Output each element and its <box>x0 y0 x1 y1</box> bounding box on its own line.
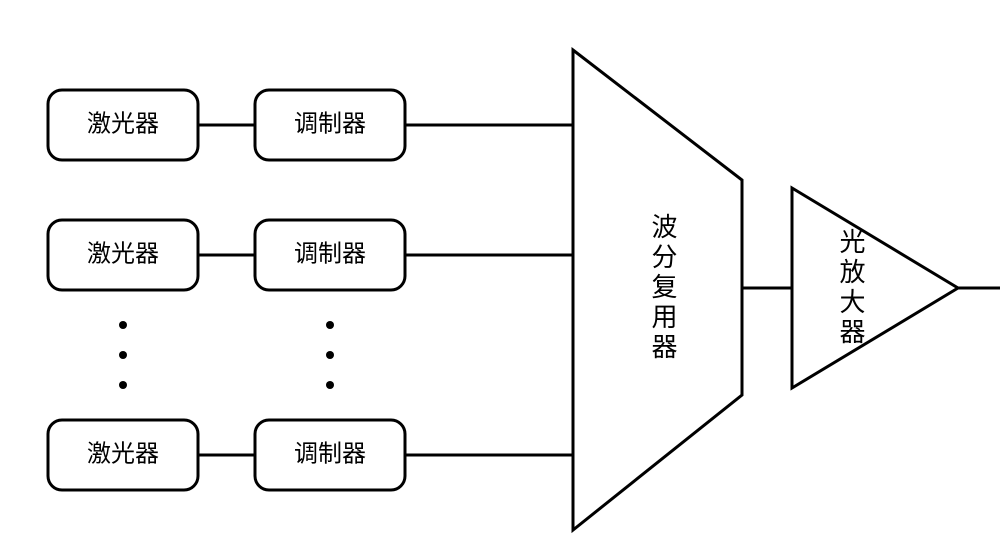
optical-amplifier-label: 光放大器 <box>836 228 865 348</box>
ellipsis-dot-1-0 <box>326 321 334 329</box>
ellipsis-dot-0-0 <box>119 321 127 329</box>
optical-amplifier <box>792 188 958 388</box>
ellipsis-dot-1-2 <box>326 381 334 389</box>
laser-box-0-label: 激光器 <box>87 111 159 138</box>
modulator-box-1-label: 调制器 <box>294 241 366 268</box>
modulator-box-2-label: 调制器 <box>294 441 366 468</box>
laser-box-1-label: 激光器 <box>87 241 159 268</box>
ellipsis-dot-0-2 <box>119 381 127 389</box>
ellipsis-dot-1-1 <box>326 351 334 359</box>
modulator-box-0-label: 调制器 <box>294 111 366 138</box>
wdm-mux-label: 波分复用器 <box>648 213 677 363</box>
ellipsis-dot-0-1 <box>119 351 127 359</box>
laser-box-2-label: 激光器 <box>87 441 159 468</box>
